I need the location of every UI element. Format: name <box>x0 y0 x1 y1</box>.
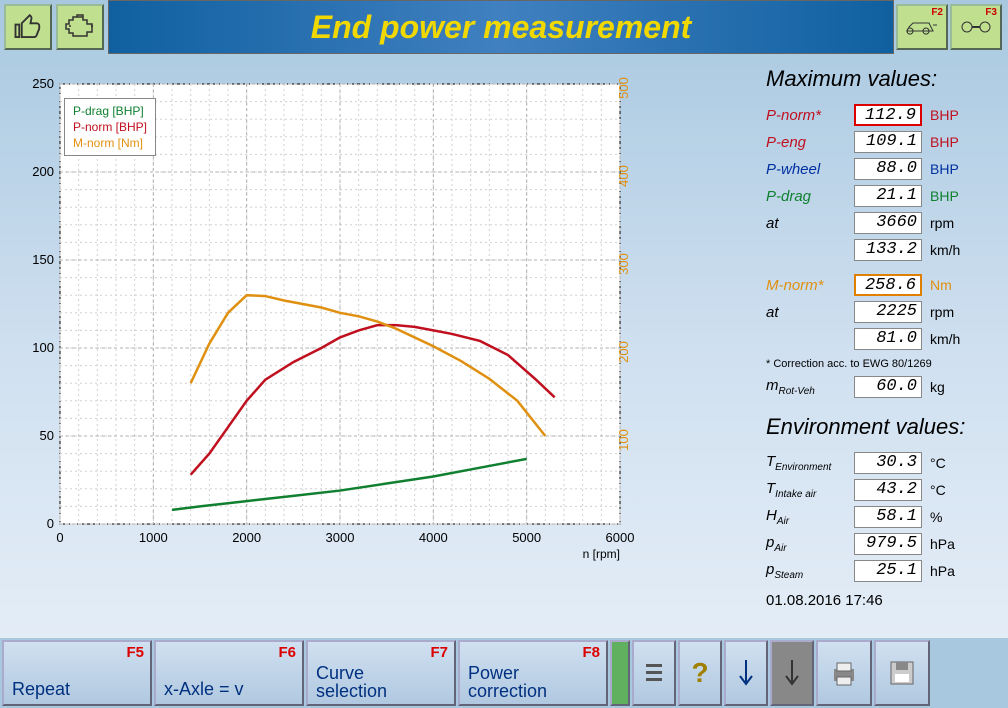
engine-button[interactable] <box>56 4 104 50</box>
max-rows: P-norm*112.9BHPP-eng109.1BHPP-wheel88.0B… <box>766 102 998 263</box>
max-heading: Maximum values: <box>766 66 998 92</box>
svg-text:0: 0 <box>56 530 63 545</box>
power-correction-button[interactable]: F8 Power correction <box>458 640 608 706</box>
xaxle-button[interactable]: F6 x-Axle = v <box>154 640 304 706</box>
svg-text:1000: 1000 <box>139 530 168 545</box>
bottombar: F5 Repeat F6 x-Axle = v F7 Curve selecti… <box>0 638 1008 708</box>
mrot-value: 60.0 <box>854 376 922 398</box>
value-box: 88.0 <box>854 158 922 180</box>
value-box: 2225 <box>854 301 922 323</box>
svg-text:100: 100 <box>616 429 631 451</box>
value-row: P-wheel88.0BHP <box>766 156 998 182</box>
repeat-button[interactable]: F5 Repeat <box>2 640 152 706</box>
svg-text:0: 0 <box>47 516 54 531</box>
value-row: pSteam25.1hPa <box>766 558 998 584</box>
axle-button[interactable]: F3 <box>950 4 1002 50</box>
value-box: 258.6 <box>854 274 922 296</box>
down-button[interactable] <box>724 640 768 706</box>
side-panel: Maximum values: P-norm*112.9BHPP-eng109.… <box>760 54 1008 638</box>
value-box: 109.1 <box>854 131 922 153</box>
value-row: P-drag21.1BHP <box>766 183 998 209</box>
value-row: P-eng109.1BHP <box>766 129 998 155</box>
value-box: 112.9 <box>854 104 922 126</box>
svg-text:n [rpm]: n [rpm] <box>583 547 620 561</box>
help-button[interactable]: ? <box>678 640 722 706</box>
svg-text:5000: 5000 <box>512 530 541 545</box>
svg-text:150: 150 <box>32 252 54 267</box>
svg-text:400: 400 <box>616 165 631 187</box>
print-button[interactable] <box>816 640 872 706</box>
svg-text:200: 200 <box>32 164 54 179</box>
value-box: 81.0 <box>854 328 922 350</box>
svg-text:500: 500 <box>616 77 631 99</box>
svg-text:300: 300 <box>616 253 631 275</box>
correction-note: * Correction acc. to EWG 80/1269 <box>766 358 998 370</box>
legend: P-drag [BHP]P-norm [BHP]M-norm [Nm] <box>64 98 156 156</box>
value-box: 58.1 <box>854 506 922 528</box>
svg-text:250: 250 <box>32 76 54 91</box>
status-green-button[interactable] <box>610 640 630 706</box>
legend-item: P-norm [BHP] <box>73 119 147 135</box>
env-rows: TEnvironment30.3°CTIntake air43.2°CHAir5… <box>766 450 998 584</box>
max-rows-2: M-norm*258.6Nmat2225rpm81.0km/h <box>766 272 998 352</box>
svg-text:100: 100 <box>32 340 54 355</box>
floppy-icon <box>889 660 915 686</box>
value-box: 30.3 <box>854 452 922 474</box>
curve-selection-button[interactable]: F7 Curve selection <box>306 640 456 706</box>
value-box: 3660 <box>854 212 922 234</box>
value-row: 133.2km/h <box>766 237 998 263</box>
main: 0 1000 2000 3000 4000 5000 6000 0 50 100 150 200 250… <box>0 54 1008 638</box>
svg-text:50: 50 <box>40 428 54 443</box>
value-box: 21.1 <box>854 185 922 207</box>
value-box: 25.1 <box>854 560 922 582</box>
value-row: TIntake air43.2°C <box>766 477 998 503</box>
save-button[interactable] <box>874 640 930 706</box>
thumbs-up-button[interactable] <box>4 4 52 50</box>
value-box: 979.5 <box>854 533 922 555</box>
topbar-left <box>0 0 108 54</box>
legend-item: M-norm [Nm] <box>73 135 147 151</box>
value-box: 133.2 <box>854 239 922 261</box>
list-nav-button[interactable] <box>632 640 676 706</box>
env-heading: Environment values: <box>766 414 998 440</box>
value-row: pAir979.5hPa <box>766 531 998 557</box>
value-row: M-norm*258.6Nm <box>766 272 998 298</box>
chart-area: 0 1000 2000 3000 4000 5000 6000 0 50 100 150 200 250… <box>0 54 760 638</box>
svg-text:200: 200 <box>616 341 631 363</box>
value-row: TEnvironment30.3°C <box>766 450 998 476</box>
svg-text:3000: 3000 <box>326 530 355 545</box>
svg-text:2000: 2000 <box>232 530 261 545</box>
value-row: HAir58.1% <box>766 504 998 530</box>
value-row: P-norm*112.9BHP <box>766 102 998 128</box>
value-row: 81.0km/h <box>766 326 998 352</box>
value-row: at2225rpm <box>766 299 998 325</box>
topbar: End power measurement F2 F3 <box>0 0 1008 54</box>
value-box: 43.2 <box>854 479 922 501</box>
legend-item: P-drag [BHP] <box>73 103 147 119</box>
page-title: End power measurement <box>108 0 894 54</box>
down2-button[interactable] <box>770 640 814 706</box>
timestamp: 01.08.2016 17:46 <box>766 592 998 609</box>
vehicle-button[interactable]: F2 <box>896 4 948 50</box>
mrot-row: mRot-Veh 60.0 kg <box>766 374 998 400</box>
printer-icon <box>829 659 859 687</box>
svg-text:4000: 4000 <box>419 530 448 545</box>
topbar-right: F2 F3 <box>894 0 1008 54</box>
value-row: at3660rpm <box>766 210 998 236</box>
svg-text:6000: 6000 <box>606 530 635 545</box>
